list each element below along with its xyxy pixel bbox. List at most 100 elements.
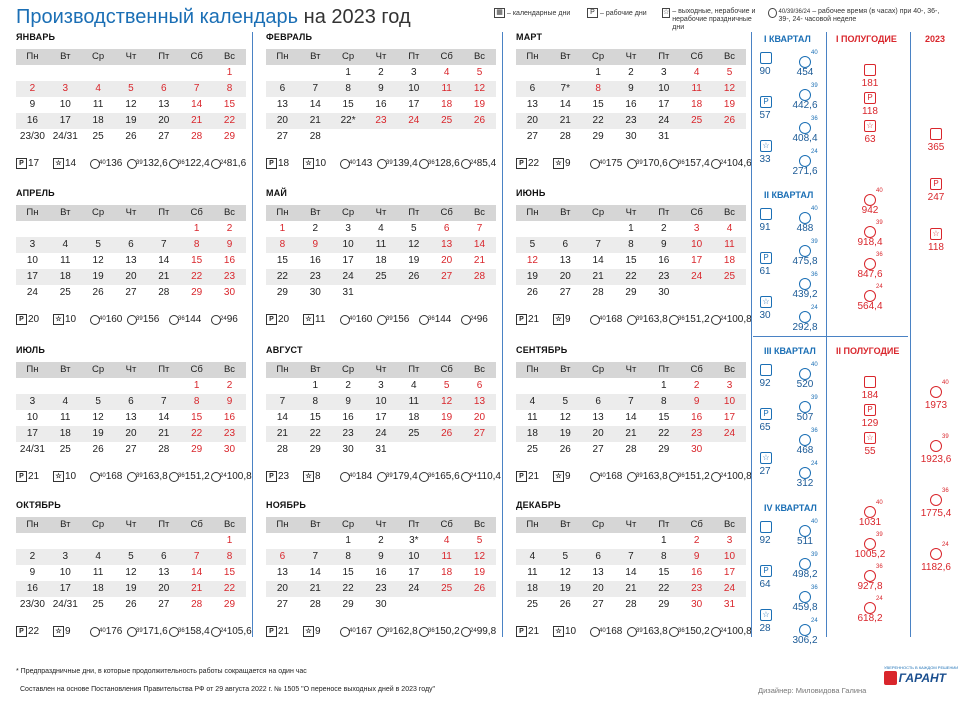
weekday-label: Пн [276, 207, 289, 218]
clock-icon [419, 472, 429, 482]
summary-value: 171,6 [142, 626, 168, 637]
clock-icon [799, 434, 811, 446]
summary-value: 21 [528, 626, 540, 637]
week-row: 1 2 3 [516, 378, 746, 394]
star-icon: ☆ [662, 8, 671, 18]
day-cell [516, 378, 549, 394]
summary-off: ☆ 10 [553, 626, 576, 637]
month-summary: Р 22 ☆ 9 40 176 39 171,6 36 158,4 24 105,6 [16, 626, 256, 640]
summary-off: ☆ 9 [553, 471, 571, 482]
day-cell: 1 [226, 67, 233, 78]
day-cell: 10 [375, 396, 387, 407]
summary-h39: 39 139,4 [377, 158, 418, 169]
summary-value: 167 [355, 626, 373, 637]
day-cell: 7 [595, 239, 601, 250]
day-cell [463, 129, 496, 145]
day-cell: 24 [658, 115, 670, 126]
quarter-title: I КВАРТАЛ [764, 34, 811, 44]
day-cell: 31 [375, 444, 387, 455]
clock-icon [864, 602, 876, 614]
summary-h36: 36 151,2 [669, 314, 710, 325]
calendar-icon: ▦ [494, 8, 505, 18]
weekday-label: Вс [473, 519, 486, 530]
summary-value: 163,8 [642, 626, 668, 637]
hours-superscript: 39 [136, 473, 143, 479]
summary-h39: 39 163,8 [627, 626, 668, 637]
star-icon: ☆ [760, 140, 772, 152]
weekday-label: Вс [723, 207, 736, 218]
summary-value: 168 [605, 314, 623, 325]
month-summary: Р 21 ☆ 10 40 168 39 163,8 36 150,2 24 100,8 [516, 626, 756, 640]
day-cell: 2 [693, 535, 700, 546]
week-row: 1 2 3 4 5 [516, 65, 746, 81]
star-icon: ☆ [303, 314, 314, 325]
day-cell [430, 285, 463, 301]
clock-icon [864, 570, 876, 582]
day-cell: 16 [26, 583, 38, 594]
clock-icon [799, 89, 811, 101]
day-cell: 2 [628, 67, 634, 78]
day-cell: 9 [312, 239, 319, 250]
day-cell [549, 221, 582, 237]
day-cell [549, 378, 582, 394]
day-cell: 8 [628, 239, 634, 250]
week-row: 13 14 15 16 17 18 19 [516, 97, 746, 113]
day-cell: 27 [276, 599, 288, 610]
summary-value: 100,8 [726, 314, 752, 325]
day-cell: 13 [125, 412, 137, 423]
day-cell: 9 [661, 239, 667, 250]
summary-work: Р 20 [16, 314, 39, 325]
summary-value: 23 [278, 471, 290, 482]
day-cell: 5 [476, 67, 483, 78]
day-cell: 2 [661, 223, 667, 234]
weekday-label: Чт [375, 519, 387, 530]
week-row: 6 7* 8 9 10 11 12 [516, 81, 746, 97]
day-cell: 14 [191, 99, 203, 110]
hours-superscript: 24 [876, 284, 883, 290]
hours-superscript: 36 [876, 564, 883, 570]
star-icon: ☆ [760, 296, 772, 308]
day-cell: 19 [559, 583, 571, 594]
work-day-icon: Р [516, 314, 527, 325]
quarter-h39: 507 [796, 412, 814, 423]
weekday-label: Пн [26, 364, 39, 375]
day-cell: 2 [693, 380, 700, 391]
day-cell: 19 [125, 583, 137, 594]
clock-icon [864, 194, 876, 206]
month-summary: Р 21 ☆ 9 40 167 39 162,8 36 150,2 24 99,8 [266, 626, 506, 640]
divider [910, 32, 911, 637]
day-cell: 11 [441, 551, 452, 562]
day-cell: 1 [226, 535, 233, 546]
summary-work: Р 20 [266, 314, 289, 325]
work-day-icon: Р [16, 471, 27, 482]
day-cell: 6 [476, 380, 483, 391]
day-cell: 15 [191, 255, 203, 266]
calendar-icon [930, 128, 942, 140]
logo-slogan: УВЕРЕННОСТЬ В КАЖДОМ РЕШЕНИИ [884, 665, 959, 670]
summary-work: Р 21 [16, 471, 39, 482]
weekday-header: Пн Вт Ср Чт Пт Сб Вс [16, 362, 246, 378]
weekday-label: Пт [158, 364, 170, 375]
week-row: 17 18 19 20 21 22 23 [16, 269, 246, 285]
hours-superscript: 36 [178, 160, 185, 166]
clock-icon [127, 472, 137, 482]
day-cell: 9 [378, 551, 384, 562]
half-h36: 847,6 [857, 269, 883, 280]
summary-value: 139,4 [392, 158, 418, 169]
weekday-label: Пт [658, 207, 670, 218]
hours-superscript: 24 [470, 160, 477, 166]
day-cell [713, 285, 746, 301]
weekday-label: Чт [625, 519, 637, 530]
weekday-label: Вс [473, 207, 486, 218]
day-cell: 5 [128, 551, 134, 562]
hours-superscript: 39 [386, 160, 393, 166]
star-icon: ☆ [53, 158, 64, 169]
day-cell: 18 [441, 567, 453, 578]
day-cell [115, 378, 148, 394]
summary-h40: 40 168 [90, 471, 122, 482]
day-cell: 6 [443, 223, 450, 234]
month-name: МАЙ [266, 188, 288, 198]
hours-superscript: 36 [876, 252, 883, 258]
summary-value: 9 [565, 314, 571, 325]
day-cell: 17 [723, 567, 736, 578]
